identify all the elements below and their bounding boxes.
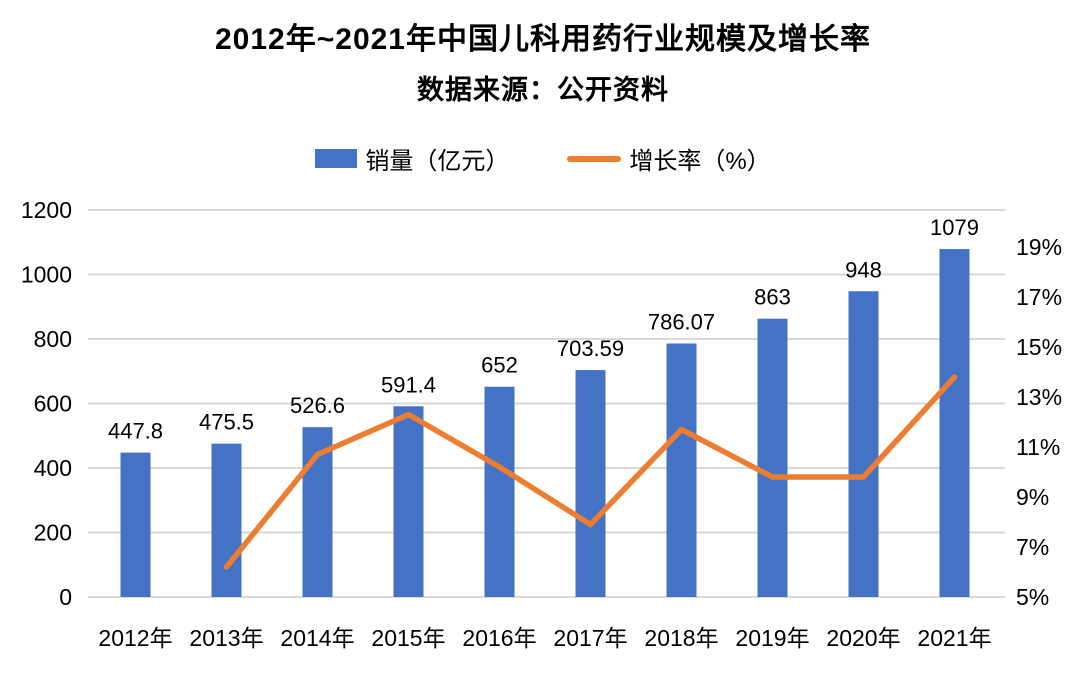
legend-label-sales: 销量（亿元） bbox=[365, 148, 510, 175]
right-axis-tick-label: 17% bbox=[1016, 284, 1062, 310]
bar-2012年[interactable] bbox=[120, 452, 151, 597]
x-axis-label: 2012年 bbox=[98, 625, 172, 651]
left-axis-tick-label: 200 bbox=[34, 520, 72, 546]
bar-value-label: 447.8 bbox=[108, 419, 163, 444]
x-axis-label: 2016年 bbox=[462, 625, 536, 651]
left-axis-tick-label: 800 bbox=[34, 326, 72, 352]
legend-label-growth: 增长率（%） bbox=[629, 148, 771, 175]
bar-2017年[interactable] bbox=[575, 370, 606, 597]
right-axis-tick-label: 19% bbox=[1016, 234, 1062, 260]
growth-rate-line[interactable] bbox=[223, 374, 958, 570]
bar-value-label: 948 bbox=[845, 257, 882, 282]
right-axis-tick-label: 13% bbox=[1016, 384, 1062, 410]
left-axis-tick-label: 0 bbox=[59, 584, 72, 610]
left-axis-tick-label: 400 bbox=[34, 455, 72, 481]
bar-value-label: 652 bbox=[481, 353, 518, 378]
left-axis-tick-label: 1000 bbox=[21, 262, 72, 288]
left-axis-tick-label: 600 bbox=[34, 391, 72, 417]
left-axis-tick-label: 1200 bbox=[21, 197, 72, 223]
bar-2016年[interactable] bbox=[484, 386, 515, 597]
chart-title: 2012年~2021年中国儿科用药行业规模及增长率 bbox=[215, 23, 871, 56]
x-axis-label: 2015年 bbox=[371, 625, 445, 651]
bar-2021年[interactable] bbox=[939, 249, 970, 597]
bar-2019年[interactable] bbox=[757, 318, 788, 597]
bar-value-label: 703.59 bbox=[557, 336, 624, 361]
x-axis-label: 2017年 bbox=[553, 625, 627, 651]
bar-value-label: 863 bbox=[754, 285, 791, 310]
bar-value-label: 786.07 bbox=[648, 309, 715, 334]
bar-value-label: 526.6 bbox=[290, 393, 345, 418]
legend-item-sales[interactable]: 销量（亿元） bbox=[315, 141, 509, 176]
bar-2020年[interactable] bbox=[848, 291, 879, 597]
bar-2015年[interactable] bbox=[393, 406, 424, 597]
bar-2018年[interactable] bbox=[666, 343, 697, 597]
bar-value-label: 591.4 bbox=[381, 372, 436, 397]
right-axis-tick-label: 15% bbox=[1016, 334, 1062, 360]
line-swatch-icon bbox=[567, 155, 622, 162]
chart-legend: 销量（亿元） 增长率（%） bbox=[0, 141, 1086, 176]
right-axis-tick-label: 7% bbox=[1016, 534, 1049, 560]
right-axis-tick-label: 5% bbox=[1016, 584, 1049, 610]
x-axis-label: 2013年 bbox=[189, 625, 263, 651]
right-axis-tick-label: 9% bbox=[1016, 484, 1049, 510]
bar-2013年[interactable] bbox=[211, 443, 242, 597]
legend-item-growth[interactable]: 增长率（%） bbox=[567, 141, 771, 176]
bar-value-label: 475.5 bbox=[199, 410, 254, 435]
x-axis-label: 2014年 bbox=[280, 625, 354, 651]
x-axis-label: 2020年 bbox=[826, 625, 900, 651]
x-axis-label: 2018年 bbox=[644, 625, 718, 651]
bar-value-label: 1079 bbox=[930, 215, 979, 240]
x-axis-label: 2021年 bbox=[917, 625, 991, 651]
right-axis-tick-label: 11% bbox=[1016, 434, 1060, 460]
bar-swatch-icon bbox=[315, 149, 358, 168]
x-axis-label: 2019年 bbox=[735, 625, 809, 651]
chart-subtitle: 数据来源：公开资料 bbox=[417, 75, 669, 105]
